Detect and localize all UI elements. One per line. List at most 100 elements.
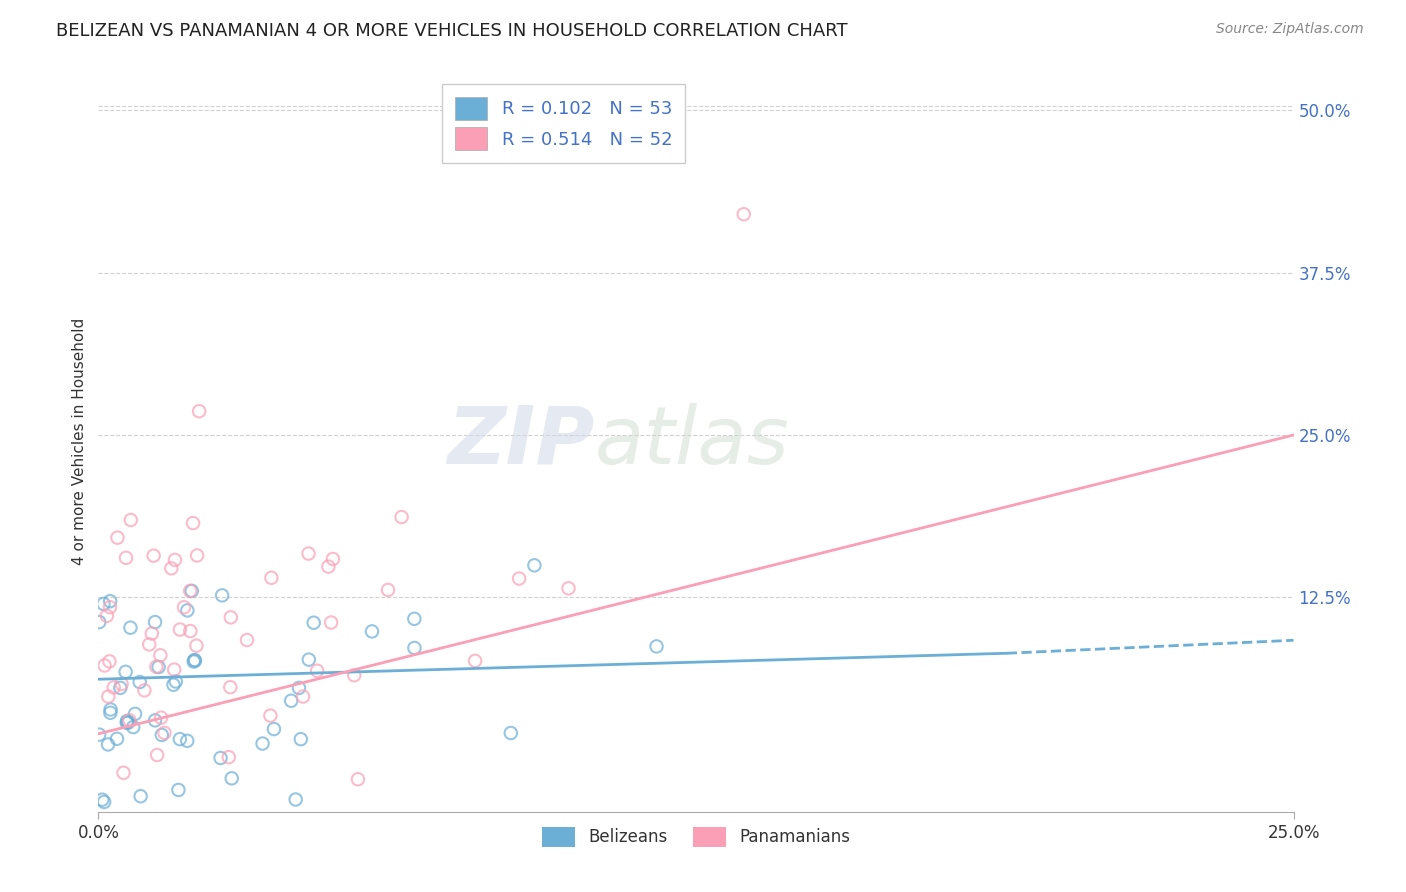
Point xyxy=(260,571,283,585)
Point xyxy=(100,706,122,720)
Point xyxy=(98,654,121,668)
Point xyxy=(307,664,329,678)
Point xyxy=(150,728,173,742)
Point xyxy=(188,404,211,418)
Point xyxy=(105,731,128,746)
Point xyxy=(499,726,522,740)
Point xyxy=(179,624,201,638)
Point xyxy=(97,690,120,704)
Text: Source: ZipAtlas.com: Source: ZipAtlas.com xyxy=(1216,22,1364,37)
Point xyxy=(96,608,118,623)
Point xyxy=(110,681,132,695)
Point xyxy=(129,789,152,804)
Legend: Belizeans, Panamanians: Belizeans, Panamanians xyxy=(533,818,859,855)
Point xyxy=(508,572,530,586)
Point xyxy=(211,588,233,602)
Point xyxy=(97,738,120,752)
Point xyxy=(107,531,129,545)
Point xyxy=(218,750,240,764)
Point xyxy=(120,621,142,635)
Y-axis label: 4 or more Vehicles in Household: 4 or more Vehicles in Household xyxy=(72,318,87,566)
Point xyxy=(318,559,340,574)
Point xyxy=(288,681,311,695)
Point xyxy=(169,732,191,747)
Point xyxy=(284,792,307,806)
Point xyxy=(98,600,121,615)
Point xyxy=(361,624,384,639)
Point xyxy=(183,655,205,669)
Point xyxy=(523,558,546,573)
Point xyxy=(143,615,166,629)
Point xyxy=(120,513,142,527)
Point xyxy=(179,583,201,598)
Point xyxy=(302,615,325,630)
Point xyxy=(219,680,242,694)
Point xyxy=(100,702,122,716)
Point xyxy=(134,683,156,698)
Point xyxy=(295,820,318,834)
Point xyxy=(184,654,207,668)
Point xyxy=(148,660,170,674)
Point xyxy=(183,653,205,667)
Point xyxy=(165,674,187,689)
Point xyxy=(143,714,166,728)
Point xyxy=(150,711,173,725)
Point xyxy=(321,615,343,630)
Point xyxy=(176,734,198,748)
Point xyxy=(145,659,167,673)
Point xyxy=(117,715,139,730)
Text: atlas: atlas xyxy=(595,402,789,481)
Text: BELIZEAN VS PANAMANIAN 4 OR MORE VEHICLES IN HOUSEHOLD CORRELATION CHART: BELIZEAN VS PANAMANIAN 4 OR MORE VEHICLE… xyxy=(56,22,848,40)
Point xyxy=(89,615,111,629)
Point xyxy=(115,715,138,730)
Point xyxy=(290,732,312,747)
Point xyxy=(173,600,195,615)
Point xyxy=(112,765,135,780)
Point xyxy=(115,714,138,728)
Point xyxy=(124,706,146,721)
Point xyxy=(93,597,115,611)
Point xyxy=(252,737,274,751)
Point xyxy=(142,549,165,563)
Point xyxy=(141,626,163,640)
Point xyxy=(114,665,136,679)
Point xyxy=(176,603,198,617)
Point xyxy=(163,663,186,677)
Point xyxy=(733,207,755,221)
Point xyxy=(169,623,191,637)
Point xyxy=(236,633,259,648)
Point xyxy=(464,654,486,668)
Point xyxy=(186,639,208,653)
Point xyxy=(209,751,232,765)
Point xyxy=(645,640,668,654)
Point xyxy=(138,637,160,651)
Point xyxy=(91,793,114,807)
Point xyxy=(292,690,315,704)
Point xyxy=(187,814,209,829)
Point xyxy=(153,726,176,740)
Point xyxy=(167,783,190,797)
Point xyxy=(118,713,141,727)
Point xyxy=(557,582,579,596)
Point xyxy=(103,681,125,695)
Point xyxy=(186,549,208,563)
Point xyxy=(347,772,370,787)
Point xyxy=(404,612,426,626)
Point xyxy=(89,728,111,742)
Point xyxy=(404,640,426,655)
Point xyxy=(391,510,413,524)
Point xyxy=(219,610,242,624)
Point xyxy=(146,747,169,762)
Point xyxy=(298,652,321,666)
Point xyxy=(93,795,115,809)
Point xyxy=(98,594,121,608)
Point xyxy=(180,583,202,598)
Point xyxy=(122,720,145,734)
Point xyxy=(128,675,150,690)
Point xyxy=(263,722,285,736)
Point xyxy=(149,648,172,663)
Point xyxy=(280,694,302,708)
Point xyxy=(221,772,243,786)
Point xyxy=(162,678,184,692)
Text: ZIP: ZIP xyxy=(447,402,595,481)
